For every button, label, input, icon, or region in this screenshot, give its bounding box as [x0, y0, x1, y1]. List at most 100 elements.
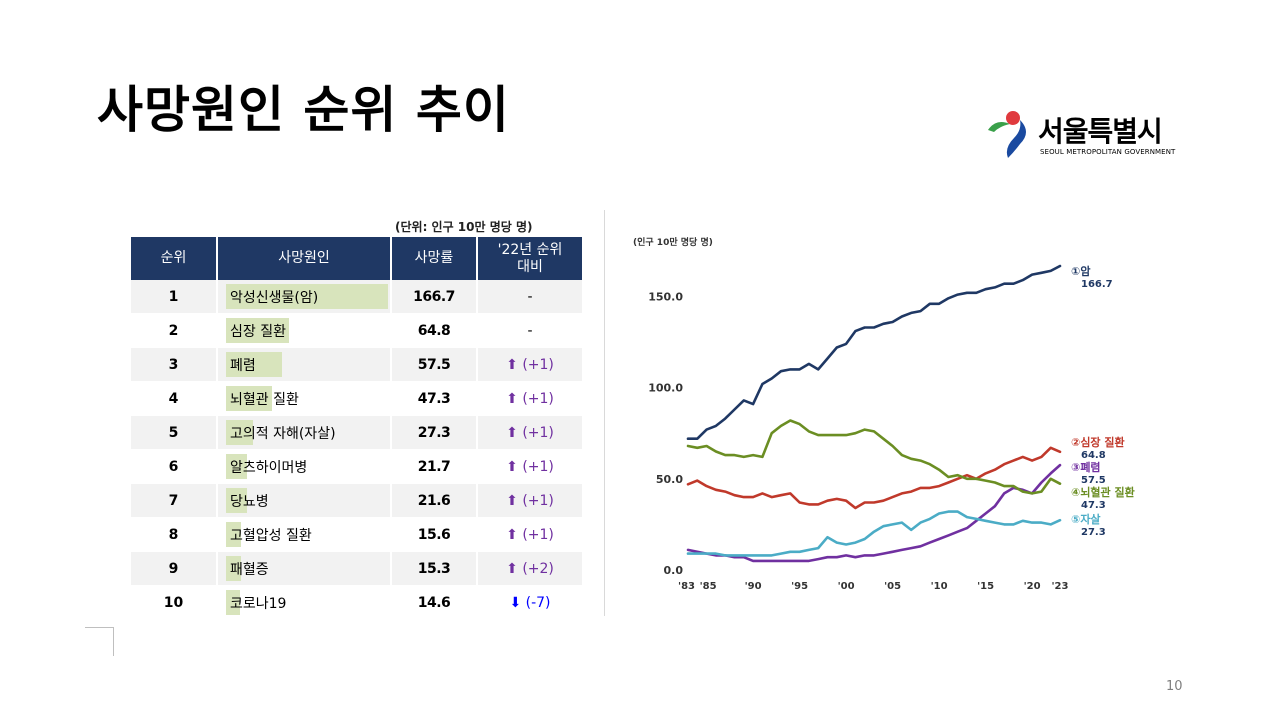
- x-tick-label: '95: [791, 581, 808, 592]
- rank-cell: 2: [131, 314, 216, 348]
- cause-cell: 알츠하이머병: [218, 450, 390, 484]
- series-line: [686, 463, 1062, 563]
- rate-cell: 21.7: [392, 450, 476, 484]
- arrow-up-icon: ⬆: [506, 424, 523, 441]
- cause-cell: 고의적 자해(자살): [218, 416, 390, 450]
- rate-cell: 14.6: [392, 586, 476, 620]
- rate-cell: 57.5: [392, 348, 476, 382]
- rate-bar: [226, 386, 272, 411]
- y-tick-label: 150.0: [648, 290, 683, 303]
- x-tick-label: '23: [1052, 581, 1069, 592]
- cause-label: 뇌혈관 질환: [230, 391, 299, 408]
- cause-cell: 고혈압성 질환: [218, 518, 390, 552]
- cause-label: 고의적 자해(자살): [230, 425, 336, 442]
- series-value-label: 57.5: [1081, 475, 1106, 486]
- y-tick-label: 50.0: [656, 473, 683, 486]
- series-name-label: ②심장 질환: [1071, 435, 1125, 449]
- table-row: 7 당뇨병 21.6 ⬆ (+1): [131, 484, 582, 518]
- series-value-label: 47.3: [1081, 500, 1106, 511]
- rank-cell: 5: [131, 416, 216, 450]
- series-value-label: 64.8: [1081, 450, 1106, 461]
- table-row: 2 심장 질환 64.8 -: [131, 314, 582, 348]
- cause-cell: 악성신생물(암): [218, 280, 390, 314]
- x-tick-label: '00: [838, 581, 855, 592]
- table-row: 5 고의적 자해(자살) 27.3 ⬆ (+1): [131, 416, 582, 450]
- change-text: -: [527, 322, 533, 339]
- rank-cell: 3: [131, 348, 216, 382]
- arrow-down-icon: ⬇: [509, 594, 526, 611]
- rank-cell: 1: [131, 280, 216, 314]
- rate-cell: 166.7: [392, 280, 476, 314]
- change-cell: ⬆ (+1): [478, 518, 582, 552]
- series-line: [686, 446, 1062, 510]
- series-line: [686, 264, 1062, 440]
- change-text: (+1): [522, 424, 554, 441]
- rank-cell: 7: [131, 484, 216, 518]
- cause-label: 알츠하이머병: [230, 459, 308, 476]
- x-tick-label: '85: [700, 581, 717, 592]
- page-title: 사망원인 순위 추이: [97, 81, 510, 139]
- seoul-emblem-icon: [988, 111, 1026, 158]
- cause-cell: 뇌혈관 질환: [218, 382, 390, 416]
- table-row: 4 뇌혈관 질환 47.3 ⬆ (+1): [131, 382, 582, 416]
- change-cell: -: [478, 280, 582, 314]
- rate-bar: [226, 590, 241, 615]
- rate-cell: 15.3: [392, 552, 476, 586]
- table-frame-divider: [604, 210, 605, 616]
- change-cell: ⬆ (+1): [478, 484, 582, 518]
- cause-label: 당뇨병: [230, 493, 269, 510]
- series-line: [686, 419, 1062, 495]
- table-row: 3 폐렴 57.5 ⬆ (+1): [131, 348, 582, 382]
- logo-name: 서울특별시: [1038, 115, 1163, 148]
- arrow-up-icon: ⬆: [506, 356, 523, 373]
- rank-cell: 6: [131, 450, 216, 484]
- table-row: 9 패혈증 15.3 ⬆ (+2): [131, 552, 582, 586]
- rate-bar: [226, 556, 241, 581]
- change-text: (-7): [525, 594, 551, 611]
- rate-cell: 47.3: [392, 382, 476, 416]
- change-text: (+1): [522, 526, 554, 543]
- cause-label: 고혈압성 질환: [230, 527, 312, 544]
- arrow-up-icon: ⬆: [506, 526, 523, 543]
- table-row: 8 고혈압성 질환 15.6 ⬆ (+1): [131, 518, 582, 552]
- series-name-label: ①암: [1071, 265, 1090, 278]
- x-tick-label: '90: [745, 581, 762, 592]
- seoul-logo: 서울특별시 SEOUL METROPOLITAN GOVERNMENT: [986, 108, 1186, 164]
- cause-cell: 코로나19: [218, 586, 390, 620]
- death-rate-trend-chart: (인구 10만 명당 명) 0.0 50.0 100.0 150.0 '83 '85 '90 '…: [633, 236, 1135, 592]
- page-number: 10: [1166, 679, 1183, 694]
- series-name-label: ⑤자살: [1071, 512, 1101, 526]
- y-axis-label: (인구 10만 명당 명): [633, 236, 713, 248]
- rate-bar: [226, 284, 388, 309]
- arrow-up-icon: ⬆: [506, 560, 523, 577]
- rate-bar: [226, 488, 247, 513]
- rank-cell: 10: [131, 586, 216, 620]
- arrow-up-icon: ⬆: [506, 390, 523, 407]
- header-rate: 사망률: [392, 237, 476, 280]
- change-text: (+2): [522, 560, 554, 577]
- change-cell: -: [478, 314, 582, 348]
- arrow-up-icon: ⬆: [506, 458, 523, 475]
- cause-cell: 당뇨병: [218, 484, 390, 518]
- rate-cell: 21.6: [392, 484, 476, 518]
- cause-label: 심장 질환: [230, 323, 286, 340]
- cause-label: 악성신생물(암): [230, 289, 319, 306]
- series-name-label: ③폐렴: [1071, 460, 1101, 474]
- x-tick-label: '10: [931, 581, 948, 592]
- y-tick-label: 100.0: [648, 382, 683, 395]
- change-text: (+1): [522, 492, 554, 509]
- change-text: (+1): [522, 458, 554, 475]
- y-tick-label: 0.0: [664, 564, 684, 577]
- change-text: (+1): [522, 390, 554, 407]
- cause-ranking-table: 순위 사망원인 사망률 '22년 순위 대비 1 악성신생물(암) 166.7 - 2 심…: [129, 237, 584, 620]
- corner-decoration: [85, 627, 114, 656]
- cause-label: 폐렴: [230, 357, 256, 374]
- logo-subtitle: SEOUL METROPOLITAN GOVERNMENT: [1040, 148, 1176, 156]
- rate-cell: 64.8: [392, 314, 476, 348]
- series-value-label: 166.7: [1081, 279, 1113, 290]
- table-row: 10 코로나19 14.6 ⬇ (-7): [131, 586, 582, 620]
- cause-label: 코로나19: [230, 595, 287, 612]
- rank-cell: 4: [131, 382, 216, 416]
- change-cell: ⬆ (+1): [478, 348, 582, 382]
- rate-cell: 15.6: [392, 518, 476, 552]
